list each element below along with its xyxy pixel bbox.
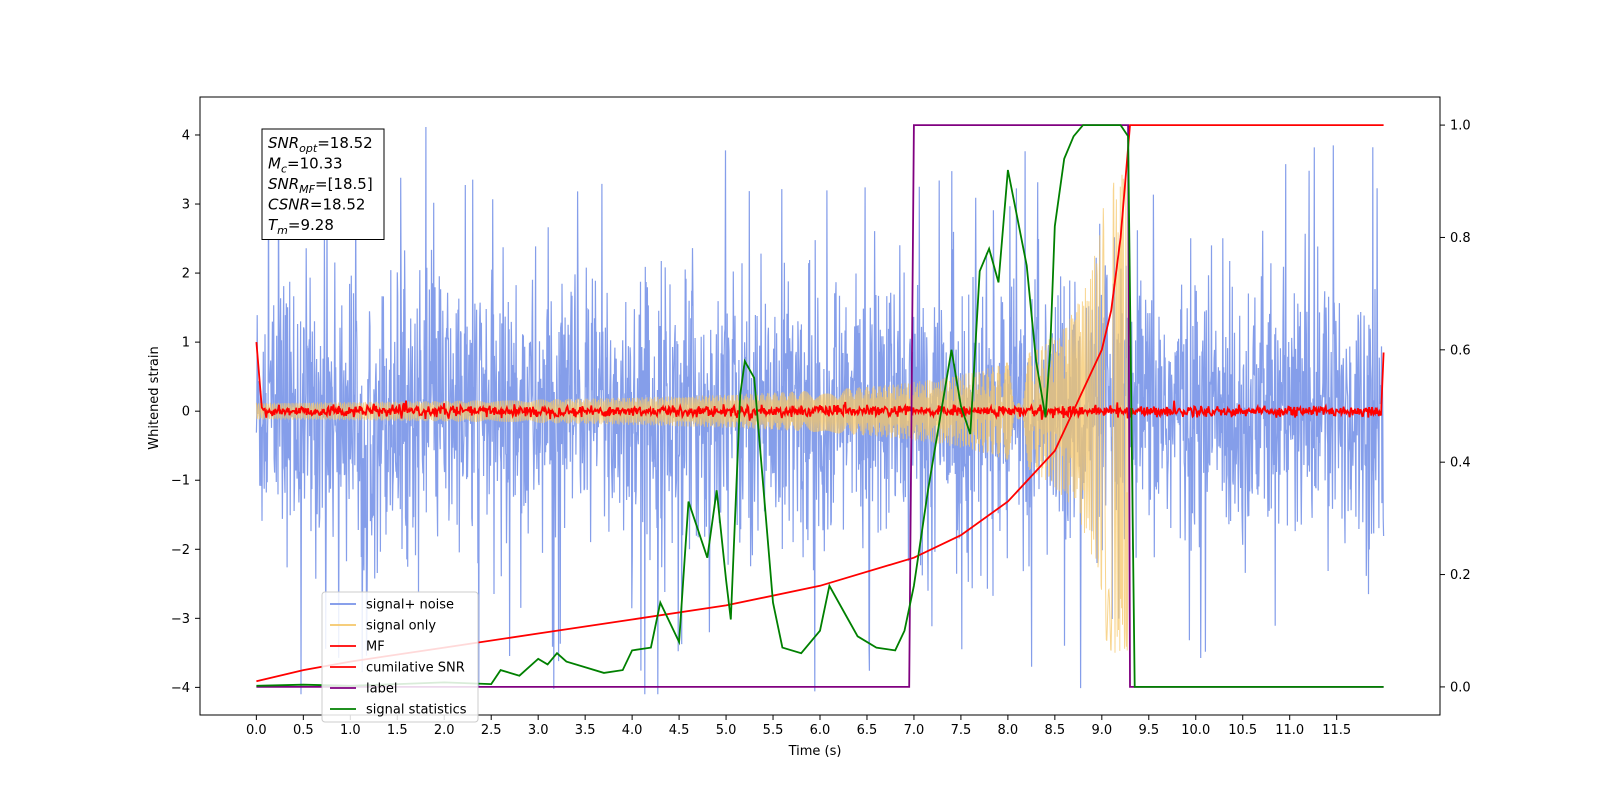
annotation-frame	[261, 128, 385, 240]
legend-label: cumilative SNR	[366, 661, 465, 676]
x-tick-label: 9.0	[1091, 723, 1112, 738]
x-tick-label: 6.5	[857, 723, 878, 738]
y-tick-label: 2	[182, 267, 190, 282]
y2-tick-label: 0.8	[1450, 231, 1471, 246]
x-tick-label: 10.5	[1228, 723, 1257, 738]
x-tick-label: 0.0	[246, 723, 267, 738]
x-axis-label: Time (s)	[788, 744, 842, 759]
legend-label: MF	[366, 640, 385, 655]
y2-tick-label: 1.0	[1450, 119, 1471, 134]
x-tick-label: 7.5	[951, 723, 972, 738]
y-tick-label: −1	[171, 474, 190, 489]
legend-label: signal statistics	[366, 703, 467, 718]
legend: signal+ noise signal only MF cumilative SNR…	[321, 591, 479, 723]
x-tick-label: 8.0	[998, 723, 1019, 738]
legend-frame	[321, 591, 479, 723]
legend-label: signal+ noise	[366, 598, 454, 613]
legend-label: label	[366, 682, 397, 697]
x-tick-label: 4.5	[669, 723, 690, 738]
x-tick-label: 10.0	[1181, 723, 1210, 738]
annotation-box: SNRopt=18.52Mc=10.33SNRMF=[18.5]CSNR=18.…	[261, 128, 385, 240]
x-tick-label: 9.5	[1138, 723, 1159, 738]
y-tick-label: 4	[182, 128, 190, 143]
annotation-line: CSNR=18.52	[268, 196, 365, 214]
annotation-line: Tm=9.28	[268, 216, 334, 237]
annotation-line: SNRMF=[18.5]	[268, 175, 373, 196]
x-tick-label: 0.5	[293, 723, 314, 738]
series-signal-statistics	[256, 124, 1384, 688]
x-tick-label: 5.5	[763, 723, 784, 738]
y-tick-label: 0	[182, 405, 190, 420]
y-tick-label: 1	[182, 336, 190, 351]
y2-tick-label: 0.0	[1450, 680, 1471, 695]
y-tick-label: −4	[171, 681, 190, 696]
x-tick-label: 1.5	[387, 723, 408, 738]
y2-tick-label: 0.6	[1450, 343, 1471, 358]
x-tick-label: 7.0	[904, 723, 925, 738]
layer-axes: 0.0 0.5 1.0 1.5 2.0 2.5 3.0 3.5 4.0 4.5 5.0 5.5 6.0 6…	[171, 96, 1471, 738]
y-tick-label: −2	[171, 543, 190, 558]
y-tick-label: −3	[171, 612, 190, 627]
y2-tick-label: 0.2	[1450, 568, 1471, 583]
x-tick-label: 5.0	[716, 723, 737, 738]
x-tick-label: 11.0	[1275, 723, 1304, 738]
x-tick-label: 3.5	[575, 723, 596, 738]
x-tick-label: 2.5	[481, 723, 502, 738]
x-tick-label: 11.5	[1322, 723, 1351, 738]
x-tick-label: 6.0	[810, 723, 831, 738]
series-mf	[255, 342, 1385, 421]
legend-label: signal only	[366, 619, 436, 634]
x-tick-label: 3.0	[528, 723, 549, 738]
x-tick-label: 4.0	[622, 723, 643, 738]
y-tick-label: 3	[182, 198, 190, 213]
x-tick-label: 8.5	[1045, 723, 1066, 738]
annotation-line: Mc=10.33	[268, 155, 343, 176]
annotation-line: SNRopt=18.52	[268, 134, 373, 155]
x-tick-label: 1.0	[340, 723, 361, 738]
x-tick-label: 2.0	[434, 723, 455, 738]
y2-tick-label: 0.4	[1450, 456, 1471, 471]
y-axis-label: Whitened strain	[147, 346, 162, 449]
